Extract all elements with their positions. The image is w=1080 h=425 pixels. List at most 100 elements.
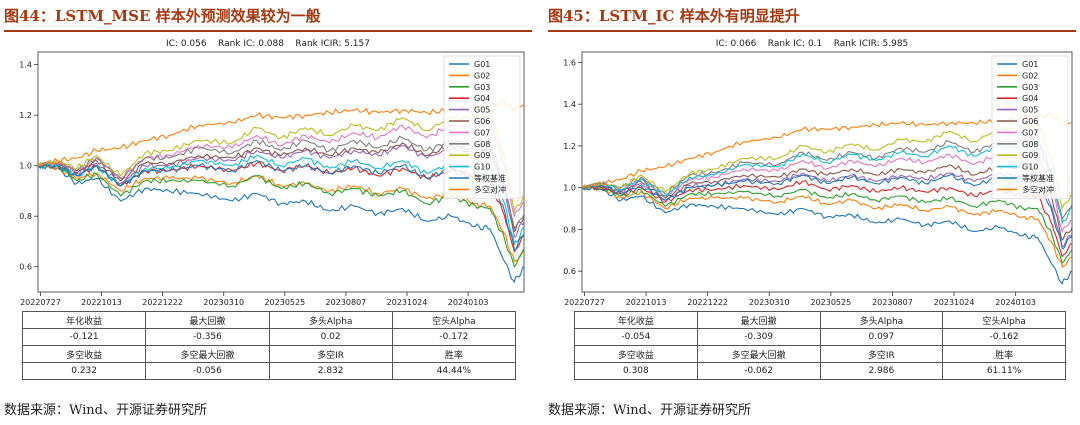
legend-label: G01	[1022, 60, 1038, 69]
y-tick-label: 0.8	[563, 225, 576, 234]
legend-label: 等权基准	[474, 173, 506, 183]
table-header-cell: 年化收益	[574, 311, 698, 329]
chart-stats-title: IC: 0.066 Rank IC: 0.1 Rank ICIR: 5.985	[715, 39, 909, 49]
table-cell: -0.162	[942, 328, 1066, 346]
legend-box	[991, 55, 1069, 200]
table-header-cell: 年化收益	[21, 311, 147, 329]
table-cell: 44.44%	[391, 362, 517, 380]
x-tick-label: 20231024	[387, 298, 428, 307]
plot-frame	[581, 51, 1073, 293]
x-tick-label: 20230525	[810, 298, 851, 307]
legend-label: G05	[1022, 106, 1038, 115]
legend-label: G10	[474, 163, 490, 172]
x-tick-label: 20230525	[264, 298, 305, 307]
series-line	[37, 163, 525, 268]
data-source: 数据来源：Wind、开源证券研究所	[4, 403, 207, 418]
x-tick-label: 20231024	[934, 298, 975, 307]
table-header-cell: 最大回撤	[696, 311, 821, 329]
plot-frame	[37, 51, 525, 293]
figure-title: 图44：LSTM_MSE 样本外预测效果较为一般	[4, 7, 321, 25]
legend-label: G09	[474, 151, 490, 160]
x-tick-label: 20240103	[448, 298, 489, 307]
legend-label: G03	[1022, 83, 1038, 92]
table-header-cell: 多空最大回撤	[696, 345, 821, 363]
y-tick-label: 0.8	[19, 212, 32, 221]
table-row: -0.054 -0.309 0.097 -0.162	[574, 328, 1066, 346]
legend-label: G09	[1022, 151, 1038, 160]
x-tick-label: 20220727	[20, 298, 61, 307]
x-tick-label: 20230310	[203, 298, 244, 307]
y-tick-label: 1.2	[563, 142, 576, 151]
table-row: 年化收益 最大回撤 多头Alpha 空头Alpha	[21, 311, 517, 329]
y-tick-label: 1.6	[563, 58, 576, 67]
table-row: 0.308 -0.062 2.986 61.11%	[574, 362, 1066, 380]
data-source: 数据来源：Wind、开源证券研究所	[548, 403, 751, 418]
table-header-cell: 多空IR	[268, 345, 393, 363]
legend-label: 多空对冲	[1022, 184, 1054, 194]
table-header-cell: 多头Alpha	[268, 311, 393, 329]
table-cell: 0.232	[21, 362, 147, 380]
x-tick-label: 20221222	[142, 298, 183, 307]
chart-stats-title: IC: 0.056 Rank IC: 0.088 Rank ICIR: 5.15…	[165, 39, 370, 49]
y-tick-label: 1.0	[19, 162, 32, 171]
legend-label: G06	[474, 117, 490, 126]
legend-label: G04	[474, 94, 490, 103]
x-tick-label: 20221013	[626, 298, 667, 307]
table-header-cell: 胜率	[942, 345, 1066, 363]
y-tick-label: 1.0	[563, 184, 576, 193]
table-cell: 2.832	[268, 362, 393, 380]
legend-label: G06	[1022, 117, 1038, 126]
table-header-cell: 多空IR	[819, 345, 944, 363]
table-header-cell: 多空收益	[21, 345, 147, 363]
series-line	[581, 184, 1073, 285]
metrics-table: 年化收益 最大回撤 多头Alpha 空头Alpha -0.121 -0.356 …	[21, 311, 517, 380]
x-tick-label: 20221222	[687, 298, 728, 307]
y-tick-label: 1.4	[563, 100, 576, 109]
table-header-cell: 空头Alpha	[942, 311, 1066, 329]
table-cell: -0.172	[391, 328, 517, 346]
table-cell: -0.356	[145, 328, 270, 346]
table-cell: -0.062	[696, 362, 821, 380]
x-tick-label: 20230807	[326, 298, 367, 307]
figure-title: 图45：LSTM_IC 样本外有明显提升	[548, 7, 800, 25]
table-cell: 0.097	[819, 328, 944, 346]
x-tick-label: 20230310	[749, 298, 790, 307]
legend-label: G08	[1022, 140, 1038, 149]
legend-label: G07	[474, 128, 490, 137]
table-row: 多空收益 多空最大回撤 多空IR 胜率	[574, 345, 1066, 363]
table-row: 年化收益 最大回撤 多头Alpha 空头Alpha	[574, 311, 1066, 329]
legend-box	[443, 55, 521, 200]
table-header-cell: 多头Alpha	[819, 311, 944, 329]
x-tick-label: 20240103	[995, 298, 1036, 307]
legend-label: G01	[474, 60, 490, 69]
series-line	[581, 186, 1073, 269]
y-tick-label: 0.6	[563, 267, 576, 276]
title-rule	[4, 30, 532, 32]
legend-label: G03	[474, 83, 490, 92]
series-line	[37, 162, 525, 284]
line-chart: 0.6 0.8 1.0 1.2 1.4 20220727 20221013 20221222 2…	[19, 51, 525, 307]
legend-label: 多空对冲	[474, 184, 506, 194]
table-header-cell: 最大回撤	[145, 311, 270, 329]
table-cell: -0.121	[21, 328, 147, 346]
table-row: 多空收益 多空最大回撤 多空IR 胜率	[21, 345, 517, 363]
table-header-cell: 多空最大回撤	[145, 345, 270, 363]
legend-label: G05	[474, 106, 490, 115]
metrics-table: 年化收益 最大回撤 多头Alpha 空头Alpha -0.054 -0.309 …	[574, 311, 1066, 380]
table-cell: -0.309	[696, 328, 821, 346]
table-cell: 2.986	[819, 362, 944, 380]
legend-label: G04	[1022, 94, 1038, 103]
table-cell: -0.054	[574, 328, 698, 346]
table-header-cell: 胜率	[391, 345, 517, 363]
x-tick-label: 20230807	[872, 298, 913, 307]
line-chart: 0.6 0.8 1.0 1.2 1.4 1.6 20220727 20221013 202212…	[563, 51, 1073, 307]
table-cell: 61.11%	[942, 362, 1066, 380]
y-tick-label: 1.4	[19, 61, 32, 70]
table-row: -0.121 -0.356 0.02 -0.172	[21, 328, 517, 346]
table-cell: 0.02	[268, 328, 393, 346]
table-header-cell: 多空收益	[574, 345, 698, 363]
x-tick-label: 20220727	[564, 298, 605, 307]
figure-panel-right: 图45：LSTM_IC 样本外有明显提升 IC: 0.066 Rank IC: …	[548, 0, 1076, 425]
legend-label: G10	[1022, 163, 1038, 172]
legend-label: 等权基准	[1022, 173, 1054, 183]
